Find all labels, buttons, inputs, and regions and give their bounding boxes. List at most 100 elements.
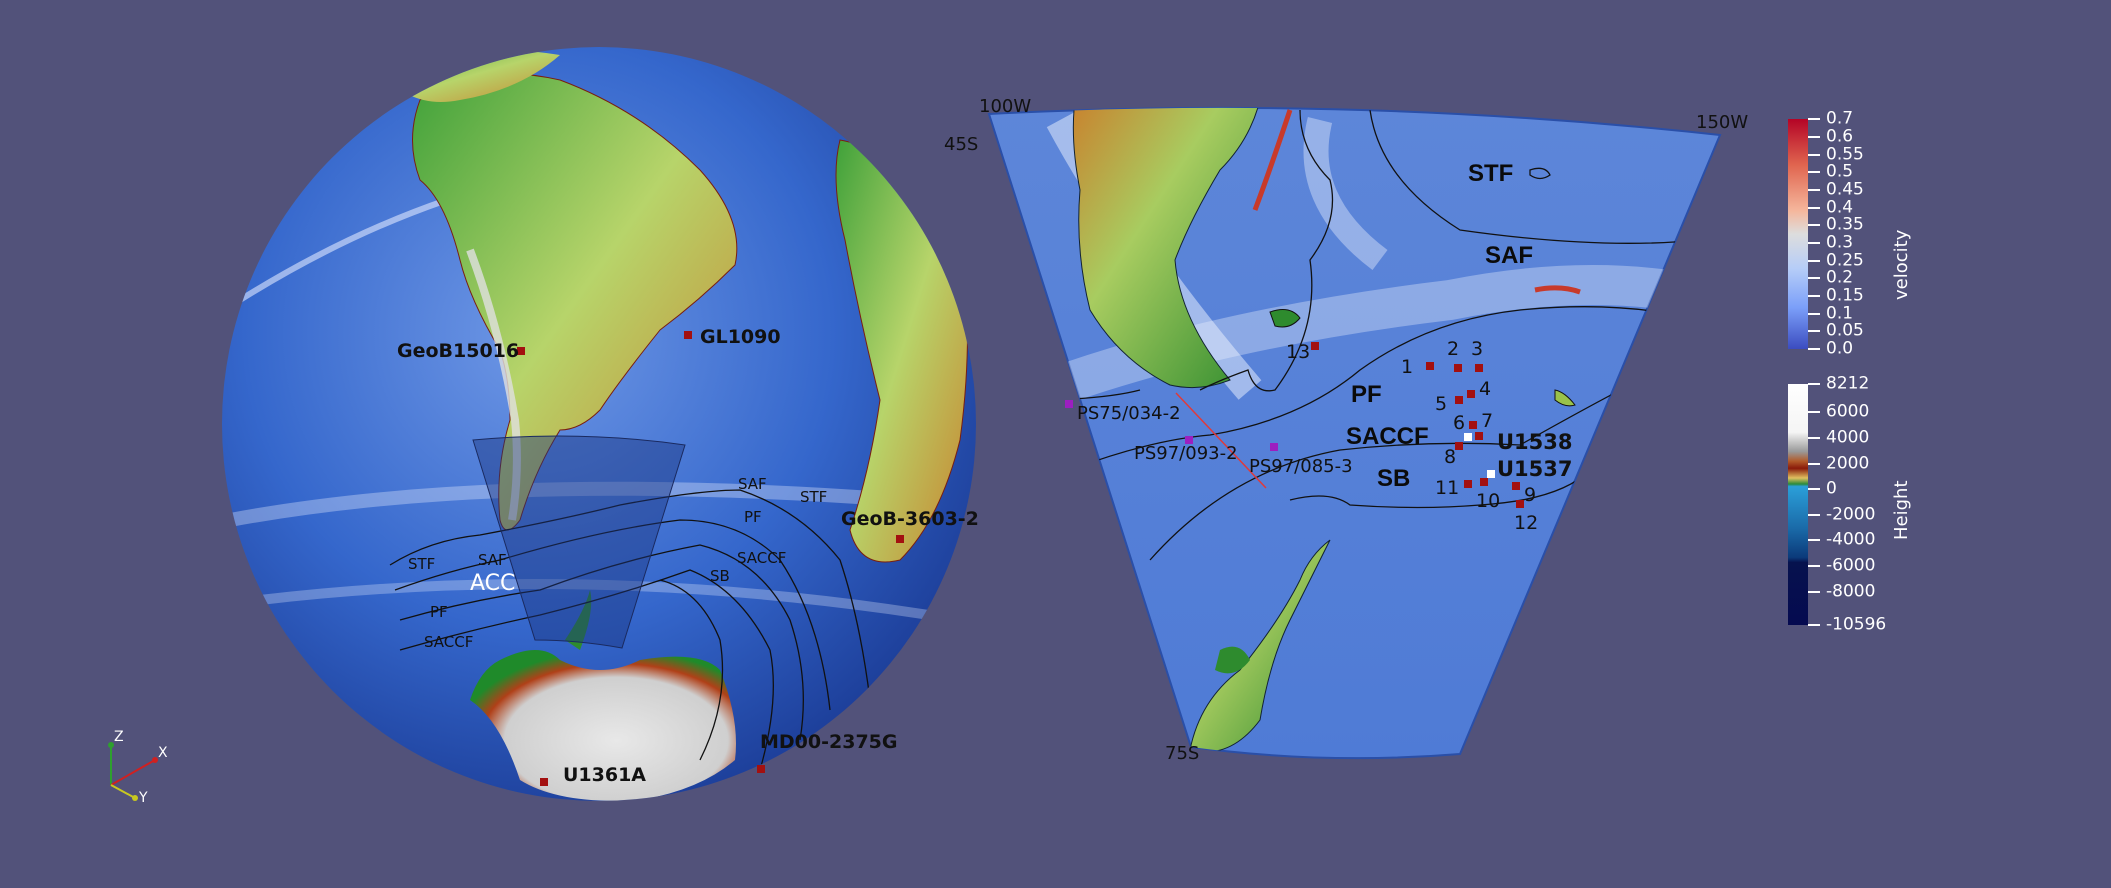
front-label-pf: PF bbox=[1351, 381, 1382, 408]
colorbar-tick bbox=[1808, 242, 1820, 244]
site-marker-6[interactable] bbox=[1469, 421, 1477, 429]
site-marker-u1538[interactable] bbox=[1464, 433, 1472, 441]
globe-front-lines bbox=[389, 489, 871, 771]
site-marker-3[interactable] bbox=[1475, 364, 1483, 372]
colorbar-tick-label: -8000 bbox=[1826, 581, 1876, 602]
colorbar-tick bbox=[1808, 348, 1820, 350]
lat-label-75s: 75S bbox=[1165, 743, 1200, 764]
site-marker-12[interactable] bbox=[1516, 500, 1524, 508]
colorbar-tick bbox=[1808, 590, 1820, 593]
patagonia-landmass bbox=[1072, 107, 1261, 389]
colorbar-tick-label: -10596 bbox=[1826, 614, 1887, 635]
site-number: 9 bbox=[1524, 484, 1537, 506]
site-marker-geob-3603-2[interactable] bbox=[896, 535, 904, 543]
colorbar-tick-label: 0.2 bbox=[1826, 267, 1854, 288]
colorbar-tick bbox=[1808, 488, 1820, 491]
axis-x-label: X bbox=[158, 745, 168, 761]
colorbar-tick bbox=[1808, 153, 1820, 156]
site-marker-1[interactable] bbox=[1426, 362, 1434, 370]
ps-label: PS97/093-2 bbox=[1134, 443, 1238, 464]
site-number: 3 bbox=[1471, 338, 1484, 360]
lon-label-150w: 150W bbox=[1696, 112, 1749, 133]
height-colorbar bbox=[1788, 384, 1808, 625]
site-marker-2[interactable] bbox=[1454, 364, 1462, 372]
site-marker-13[interactable] bbox=[1311, 342, 1319, 350]
ps-label: PS97/085-3 bbox=[1249, 456, 1353, 477]
colorbar-tick-label: 0.0 bbox=[1826, 338, 1854, 359]
colorbar-tick bbox=[1808, 624, 1820, 626]
site-number: 4 bbox=[1479, 378, 1492, 400]
site-marker-8[interactable] bbox=[1455, 442, 1463, 450]
height-colorbar-title: Height bbox=[1891, 480, 1912, 540]
south-america-landmass bbox=[412, 72, 738, 531]
site-marker-11[interactable] bbox=[1464, 480, 1472, 488]
colorbar-tick-label: 0.25 bbox=[1826, 250, 1864, 271]
site-marker-u1537[interactable] bbox=[1487, 470, 1495, 478]
colorbar-tick bbox=[1808, 565, 1820, 568]
front-label-stf: STF bbox=[408, 555, 436, 573]
front-label-sb: SB bbox=[1377, 465, 1411, 492]
site-marker-4[interactable] bbox=[1467, 390, 1475, 398]
velocity-colorbar bbox=[1788, 119, 1808, 349]
site-marker-geob15016[interactable] bbox=[517, 347, 525, 355]
site-number: 11 bbox=[1435, 477, 1460, 499]
colorbar-tick-label: 0.5 bbox=[1826, 161, 1854, 182]
site-marker-md00-2375g[interactable] bbox=[757, 765, 765, 773]
site-number: 6 bbox=[1453, 412, 1466, 434]
front-label-stf: STF bbox=[1468, 160, 1514, 187]
colorbar-tick-label: 0.05 bbox=[1826, 320, 1864, 341]
ps-marker[interactable] bbox=[1065, 400, 1073, 408]
colorbar-tick bbox=[1808, 462, 1820, 465]
colorbar-tick bbox=[1808, 539, 1820, 542]
current-label-acc: ACC bbox=[470, 571, 516, 596]
colorbar-tick bbox=[1808, 312, 1820, 315]
site-number: 8 bbox=[1444, 446, 1457, 468]
colorbar-tick bbox=[1808, 513, 1820, 516]
ps-marker[interactable] bbox=[1270, 443, 1278, 451]
velocity-colorbar-title: velocity bbox=[1891, 229, 1912, 300]
lat-label-45s: 45S bbox=[944, 134, 979, 155]
colorbar-tick bbox=[1808, 330, 1820, 333]
ps-label: PS75/034-2 bbox=[1077, 403, 1181, 424]
ps-marker[interactable] bbox=[1185, 436, 1193, 444]
colorbar-tick bbox=[1808, 189, 1820, 191]
site-number: 13 bbox=[1286, 341, 1311, 363]
site-label: U1361A bbox=[563, 764, 647, 786]
site-marker-u1361a[interactable] bbox=[540, 778, 548, 786]
colorbar-tick bbox=[1808, 277, 1820, 280]
colorbar-tick-label: 0 bbox=[1826, 478, 1837, 499]
colorbar-tick-label: 0.6 bbox=[1826, 126, 1854, 147]
site-label-u1537: U1537 bbox=[1497, 457, 1573, 481]
colorbar-tick bbox=[1808, 118, 1820, 120]
colorbar-tick-label: 6000 bbox=[1826, 401, 1870, 422]
colorbar-tick-label: 0.45 bbox=[1826, 179, 1864, 200]
colorbar-tick bbox=[1808, 411, 1820, 414]
front-label-sb: SB bbox=[710, 567, 730, 585]
front-label-saccf: SACCF bbox=[737, 549, 787, 567]
colorbar-tick bbox=[1808, 259, 1820, 262]
site-marker-7[interactable] bbox=[1475, 432, 1483, 440]
site-marker-gl1090[interactable] bbox=[684, 331, 692, 339]
site-marker-10[interactable] bbox=[1480, 478, 1488, 486]
front-label-saf: SAF bbox=[478, 551, 507, 569]
site-number: 1 bbox=[1401, 356, 1414, 378]
front-label-saf: SAF bbox=[738, 475, 767, 493]
site-label: GeoB15016 bbox=[397, 340, 520, 362]
colorbar-tick bbox=[1808, 436, 1820, 439]
colorbar-tick-label: -2000 bbox=[1826, 504, 1876, 525]
colorbar-tick bbox=[1808, 136, 1820, 138]
site-label: MD00-2375G bbox=[760, 731, 898, 753]
site-number: 7 bbox=[1481, 410, 1494, 432]
site-marker-9[interactable] bbox=[1512, 482, 1520, 490]
lon-label-100w: 100W bbox=[979, 96, 1032, 117]
colorbar-tick-label: 0.3 bbox=[1826, 232, 1854, 253]
front-label-stf: STF bbox=[800, 488, 828, 506]
colorbar-tick bbox=[1808, 224, 1820, 227]
site-marker-5[interactable] bbox=[1455, 396, 1463, 404]
globe-sector-overlay bbox=[472, 435, 686, 649]
colorbar-tick-label: -4000 bbox=[1826, 529, 1876, 550]
colorbar-tick-label: 8212 bbox=[1826, 373, 1870, 394]
colorbar-tick-label: 0.55 bbox=[1826, 144, 1864, 165]
